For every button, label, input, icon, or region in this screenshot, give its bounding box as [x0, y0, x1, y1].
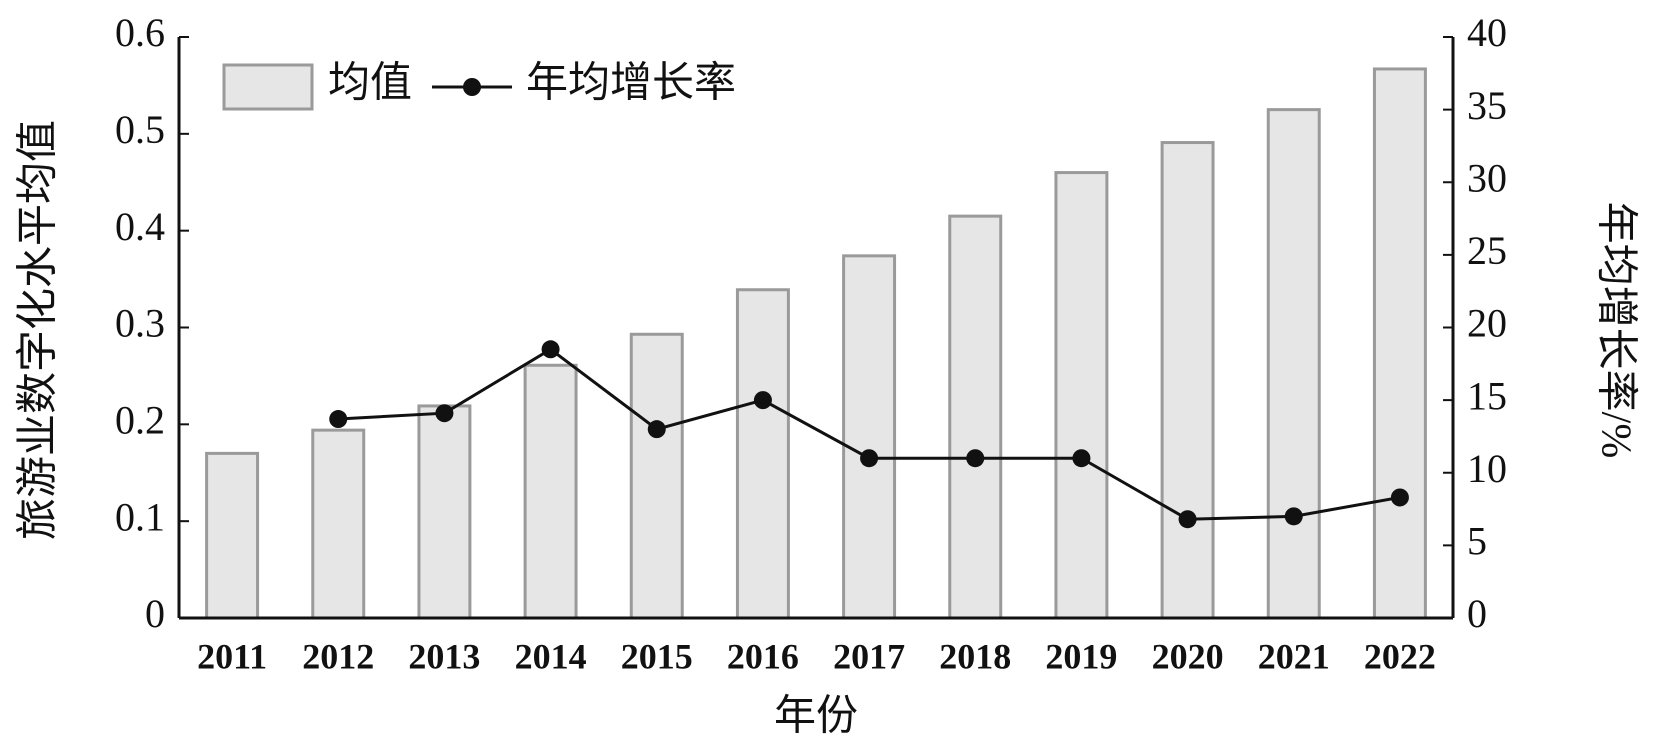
x-axis-title: 年份 [774, 693, 858, 740]
bar [417, 404, 472, 620]
y-tick-label: 0.3 [115, 301, 165, 346]
y2-tick-label: 10 [1467, 446, 1507, 491]
y2-tick-label: 40 [1467, 10, 1507, 55]
legend-label: 年均增长率 [526, 60, 736, 107]
y2-axis-title: 年均增长率/% [1592, 202, 1639, 459]
point [1390, 488, 1409, 507]
y2-tick-label: 20 [1467, 301, 1507, 346]
y2-tick-label: 0 [1467, 591, 1487, 636]
y-axis-title: 旅游业数字化水平均值 [15, 120, 62, 540]
y2-tick-label: 25 [1467, 228, 1507, 273]
y2-tick-label: 15 [1467, 373, 1507, 418]
bar [1054, 171, 1109, 620]
y-tick-label: 0.1 [115, 494, 165, 539]
point [435, 404, 454, 423]
point [647, 420, 666, 439]
bar [1266, 108, 1321, 620]
x-tick-label: 2012 [302, 636, 374, 676]
bar [735, 288, 790, 620]
bar [1372, 67, 1427, 620]
x-tick-label: 2015 [621, 636, 693, 676]
point [1284, 507, 1303, 526]
point [1072, 449, 1091, 468]
y-tick-label: 0.4 [115, 204, 165, 249]
point [753, 391, 772, 410]
x-tick-label: 2014 [515, 636, 587, 676]
legend-marker [463, 78, 482, 96]
bar [948, 214, 1003, 620]
point [541, 340, 560, 359]
x-tick-label: 2020 [1152, 636, 1224, 676]
x-tick-label: 2019 [1045, 636, 1117, 676]
bar [205, 451, 260, 620]
y2-tick-label: 35 [1467, 83, 1507, 128]
y2-tick-label: 5 [1467, 519, 1487, 564]
legend-swatch [222, 63, 314, 111]
bar [1160, 141, 1215, 620]
point [860, 449, 879, 468]
y-tick-label: 0.6 [115, 10, 165, 55]
bar [311, 428, 366, 620]
y2-tick-label: 30 [1467, 155, 1507, 200]
bar [842, 254, 897, 620]
bar [629, 332, 684, 620]
point [1178, 510, 1197, 529]
x-tick-label: 2018 [939, 636, 1011, 676]
y-tick-label: 0 [145, 591, 165, 636]
x-tick-label: 2011 [197, 636, 267, 676]
y-tick-label: 0.5 [115, 107, 165, 152]
x-tick-label: 2017 [833, 636, 905, 676]
x-tick-label: 2013 [408, 636, 480, 676]
point [329, 410, 348, 429]
x-tick-label: 2022 [1364, 636, 1436, 676]
x-tick-label: 2021 [1258, 636, 1330, 676]
y-tick-label: 0.2 [115, 398, 165, 443]
bar [523, 363, 578, 620]
x-tick-label: 2016 [727, 636, 799, 676]
point [966, 449, 985, 468]
legend-label: 均值 [328, 61, 412, 107]
